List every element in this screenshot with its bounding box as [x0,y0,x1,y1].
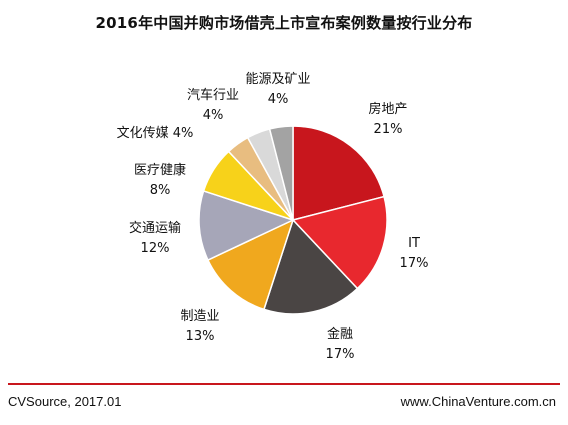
slice-label: 制造业 [180,309,219,324]
slice-label: 房地产 [368,101,407,117]
source-label: CVSource, 2017.01 [8,394,122,409]
slice-value-label: 12% [141,241,170,256]
slice-value-label: 8% [150,183,171,198]
chart-title: 2016年中国并购市场借壳上市宣布案例数量按行业分布 [95,14,473,32]
slice-value-label: 17% [326,347,355,362]
pie-slice [291,195,388,290]
slice-value-label: 4% [268,92,289,107]
footer-divider [8,383,560,385]
pie-slice [198,190,296,262]
slice-label: 金融 [327,326,353,342]
pie-slice [206,218,295,311]
pie-slice [263,218,359,315]
slice-label: 汽车行业 [187,87,239,103]
pie-chart: 房地产 21% IT 17% 金融 17% 制造业 13% 交通运输 12% 医疗健康 8% 文化传媒 … [117,72,429,362]
slice-value-label: 21% [374,122,403,137]
slice-value-label: 13% [186,329,215,344]
slice-value-label: 17% [400,256,429,271]
slice-label: 交通运输 [129,220,181,236]
slice-value-label: 4% [203,108,224,123]
slice-label: 医疗健康 [134,162,186,178]
slice-label: 文化传媒 4% [117,126,194,141]
slice-label: 能源及矿业 [245,72,310,87]
pie-slice [268,125,294,221]
website-label: www.ChinaVenture.com.cn [400,394,556,409]
slice-label: IT [408,236,420,251]
pie-slice [292,125,385,221]
